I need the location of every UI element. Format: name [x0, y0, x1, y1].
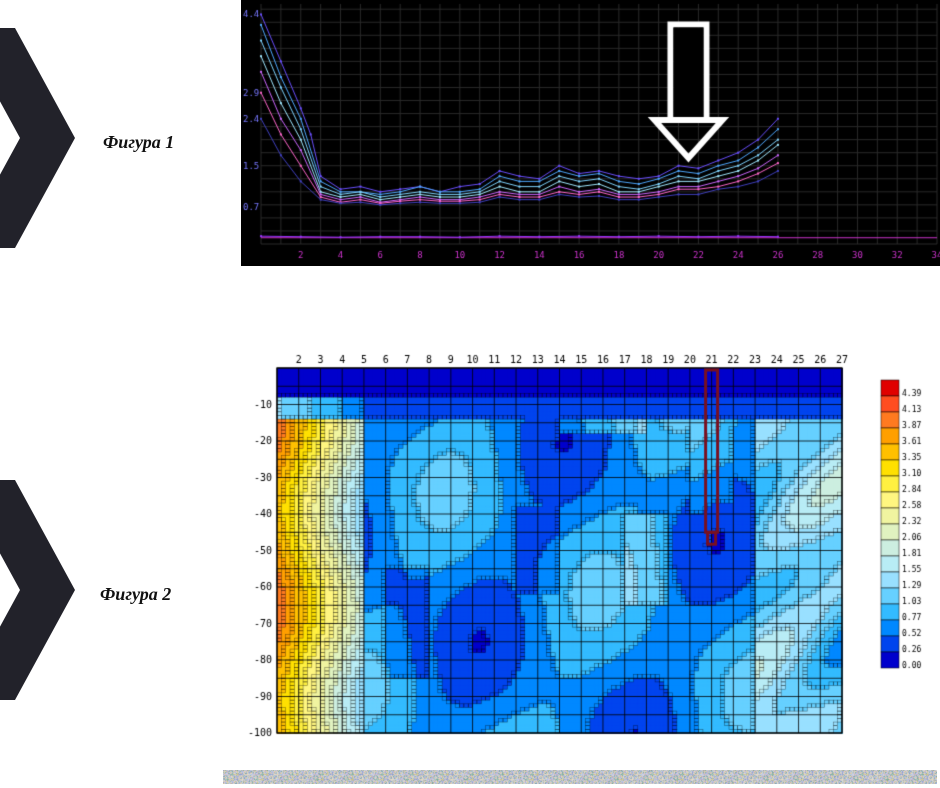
chart2-canvas [241, 350, 940, 750]
chart2-heatmap [241, 350, 940, 750]
page-root: Фигура 1 Фигура 2 [0, 0, 940, 788]
noise-strip [223, 770, 937, 784]
chart1-line-plot [241, 0, 940, 266]
chart1-canvas [241, 0, 940, 266]
chevron-decoration-1 [0, 28, 80, 248]
figure1-label: Фигура 1 [103, 132, 174, 153]
chevron-decoration-2 [0, 480, 80, 700]
figure2-label: Фигура 2 [100, 584, 171, 605]
